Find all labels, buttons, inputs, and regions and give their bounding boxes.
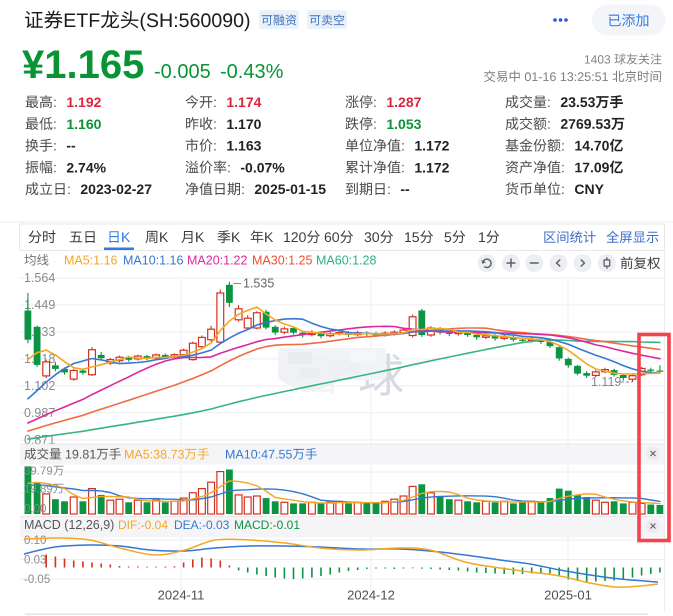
svg-text:1.163: 1.163	[226, 138, 261, 154]
svg-text:-0.05: -0.05	[24, 574, 50, 586]
svg-text:MACD:-0.01: MACD:-0.01	[234, 518, 300, 532]
svg-text:DEA:-0.03: DEA:-0.03	[174, 518, 230, 532]
svg-text:MA30:1.25: MA30:1.25	[252, 254, 313, 268]
svg-text:MACD (12,26,9): MACD (12,26,9)	[24, 518, 114, 532]
svg-text:1.174: 1.174	[226, 94, 261, 110]
svg-text:1.535: 1.535	[243, 277, 274, 291]
svg-text:MA60:1.28: MA60:1.28	[316, 254, 377, 268]
svg-text:2025-01: 2025-01	[544, 588, 592, 603]
svg-text:0.03: 0.03	[24, 555, 46, 567]
svg-text:MA5:1.16: MA5:1.16	[64, 254, 118, 268]
svg-text:1.172: 1.172	[414, 159, 449, 175]
svg-text:2023-02-27: 2023-02-27	[80, 181, 152, 197]
svg-text:CNY: CNY	[574, 181, 604, 197]
svg-text:MA10:1.16: MA10:1.16	[123, 254, 184, 268]
svg-text:1.172: 1.172	[414, 138, 449, 154]
svg-text:-0.43%: -0.43%	[220, 61, 284, 83]
svg-text:2025-01-15: 2025-01-15	[254, 181, 326, 197]
svg-text:MA20:1.22: MA20:1.22	[187, 254, 248, 268]
svg-text:--: --	[66, 138, 76, 154]
svg-text:1.170: 1.170	[226, 116, 261, 132]
svg-text:1.102: 1.102	[24, 379, 55, 393]
svg-text:0.987: 0.987	[24, 406, 55, 420]
svg-text:-0.005: -0.005	[154, 61, 211, 83]
svg-text:1.192: 1.192	[66, 94, 101, 110]
svg-text:1.160: 1.160	[66, 116, 101, 132]
svg-text:1.564: 1.564	[24, 271, 55, 285]
svg-text:1.053: 1.053	[386, 116, 421, 132]
svg-text:0.10: 0.10	[24, 535, 46, 547]
svg-text:1.287: 1.287	[386, 94, 421, 110]
svg-text:2024-11: 2024-11	[158, 588, 205, 603]
svg-text:--: --	[400, 181, 410, 197]
svg-text:1.449: 1.449	[24, 298, 55, 312]
svg-text:0.00: 0.00	[24, 504, 46, 516]
svg-text:-0.07%: -0.07%	[240, 159, 285, 175]
svg-text:2024-12: 2024-12	[347, 588, 395, 603]
svg-text:2.74%: 2.74%	[66, 159, 106, 175]
svg-text:DIF:-0.04: DIF:-0.04	[118, 518, 168, 532]
svg-text:¥1.165: ¥1.165	[22, 43, 144, 87]
svg-text:1.119: 1.119	[591, 375, 621, 389]
